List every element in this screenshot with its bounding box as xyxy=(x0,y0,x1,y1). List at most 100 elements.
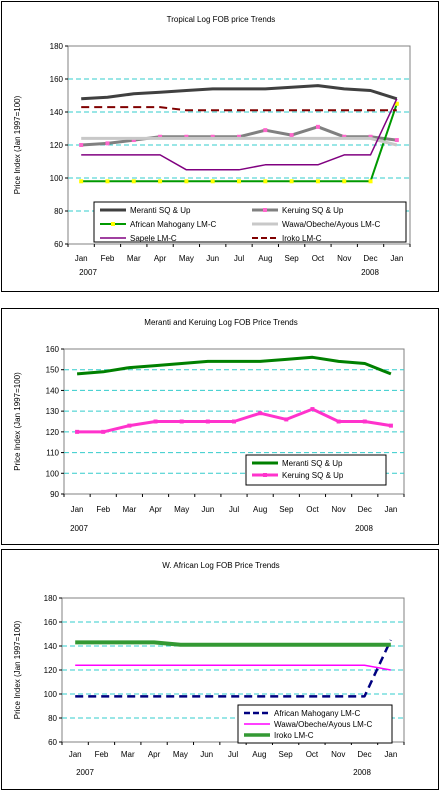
x-tick-label: Jun xyxy=(200,750,213,759)
data-point xyxy=(336,419,341,424)
x-tick-label: Dec xyxy=(363,254,377,263)
y-tick-label: 120 xyxy=(50,141,64,150)
x-tick-label: Apr xyxy=(154,254,167,263)
x-tick-label: Feb xyxy=(95,750,109,759)
tropical-log-chart-panel: Tropical Log FOB price Trends Price Index… xyxy=(1,1,439,292)
y-tick-label: 140 xyxy=(46,386,60,395)
legend-box xyxy=(245,454,387,486)
series-line-3 xyxy=(81,136,398,147)
x-tick-label: Nov xyxy=(331,750,345,759)
x-tick-label: May xyxy=(179,254,194,263)
x-tick-label: Jan xyxy=(384,750,397,759)
x-tick-label: Aug xyxy=(258,254,272,263)
w-african-chart: W. African Log FOB Price Trends Price Ind… xyxy=(13,561,405,777)
x-tick-label: Feb xyxy=(96,505,110,514)
data-point xyxy=(263,128,268,133)
data-point xyxy=(179,419,184,424)
data-point xyxy=(105,179,110,184)
x-tick-label: Aug xyxy=(252,750,266,759)
data-point xyxy=(210,179,215,184)
legend-label: Wawa/Obeche/Ayous LM-C xyxy=(282,220,380,229)
data-point xyxy=(184,134,189,139)
x-tick-label: Jun xyxy=(201,505,214,514)
y-tick-label: 140 xyxy=(50,108,64,117)
y-axis-label: Price Index (Jan 1997=100) xyxy=(13,95,22,194)
legend-label: Iroko LM-C xyxy=(274,731,314,740)
y-tick-label: 150 xyxy=(46,366,60,375)
y-tick-label: 130 xyxy=(46,407,60,416)
data-point xyxy=(210,134,215,139)
x-tick-label: Dec xyxy=(358,505,372,514)
x-tick-label: Jan xyxy=(69,750,82,759)
legend-label: Sapele LM-C xyxy=(130,234,177,243)
legend-marker xyxy=(263,208,267,212)
y-tick-label: 80 xyxy=(54,207,63,216)
data-point xyxy=(237,179,241,184)
x-tick-label: Jan xyxy=(390,254,403,263)
data-point xyxy=(79,143,84,147)
legend-label: African Mahogany LM-C xyxy=(274,709,360,718)
series-line-0 xyxy=(81,84,398,101)
y-tick-label: 160 xyxy=(50,75,64,84)
w-african-log-chart-panel: W. African Log FOB Price Trends Price Ind… xyxy=(1,549,439,790)
y-tick-label: 100 xyxy=(44,690,58,699)
y-tick-label: 60 xyxy=(48,738,57,747)
legend-label: African Mahogany LM-C xyxy=(130,220,216,229)
meranti-keruing-chart: Meranti and Keruing Log FOB Price Trends… xyxy=(13,318,405,533)
chart-title: Tropical Log FOB price Trends xyxy=(167,15,276,24)
x-tick-label: Apr xyxy=(148,750,161,759)
y-tick-label: 160 xyxy=(46,345,60,354)
data-point xyxy=(368,134,373,139)
x-tick-label: Dec xyxy=(357,750,371,759)
legend-label: Keruing SQ & Up xyxy=(282,471,344,480)
data-point xyxy=(289,133,294,138)
x-tick-label: Feb xyxy=(101,254,115,263)
legend-label: Iroko LM-C xyxy=(282,234,322,243)
y-tick-label: 180 xyxy=(50,42,64,51)
x-tick-label: Jun xyxy=(206,254,219,263)
year-label: 2008 xyxy=(361,268,379,277)
chart-title: W. African Log FOB Price Trends xyxy=(162,561,279,570)
x-tick-label: Jul xyxy=(229,505,239,514)
y-tick-label: 120 xyxy=(44,666,58,675)
data-point xyxy=(158,134,163,139)
x-tick-label: Nov xyxy=(331,505,345,514)
data-point xyxy=(394,138,399,143)
legend-label: Wawa/Obeche/Ayous LM-C xyxy=(274,720,372,729)
series-line-1 xyxy=(75,664,391,671)
y-tick-label: 60 xyxy=(54,240,63,249)
legend-marker xyxy=(263,473,267,477)
data-point xyxy=(127,423,132,428)
x-tick-label: Mar xyxy=(122,505,136,514)
x-tick-label: Oct xyxy=(306,750,319,759)
data-point xyxy=(131,138,136,143)
data-point xyxy=(368,179,373,184)
series-line-5 xyxy=(81,106,397,112)
x-tick-label: Oct xyxy=(306,505,319,514)
y-tick-label: 100 xyxy=(46,469,60,478)
x-tick-label: Nov xyxy=(337,254,351,263)
legend-label: Meranti SQ & Up xyxy=(282,459,343,468)
year-label: 2007 xyxy=(76,768,94,777)
x-tick-label: Apr xyxy=(149,505,162,514)
x-tick-label: Aug xyxy=(253,505,267,514)
y-tick-label: 80 xyxy=(48,714,57,723)
x-tick-label: Sep xyxy=(278,750,293,759)
x-tick-label: Sep xyxy=(279,505,294,514)
x-tick-label: Mar xyxy=(121,750,135,759)
chart-title: Meranti and Keruing Log FOB Price Trends xyxy=(144,318,297,327)
legend-label: Keruing SQ & Up xyxy=(282,206,344,215)
x-tick-label: Jan xyxy=(75,254,88,263)
tropical-log-chart: Tropical Log FOB price Trends Price Index… xyxy=(13,15,411,277)
data-point xyxy=(158,179,163,184)
data-point xyxy=(237,134,241,139)
data-point xyxy=(315,179,320,184)
data-point xyxy=(342,179,347,184)
data-point xyxy=(362,419,367,424)
data-point xyxy=(388,423,393,428)
data-point xyxy=(105,141,110,146)
y-tick-label: 120 xyxy=(46,428,60,437)
data-point xyxy=(310,407,315,412)
y-axis-label: Price Index (Jan 1997=100) xyxy=(13,620,22,719)
y-axis-label: Price Index (Jan 1997=100) xyxy=(13,372,22,471)
